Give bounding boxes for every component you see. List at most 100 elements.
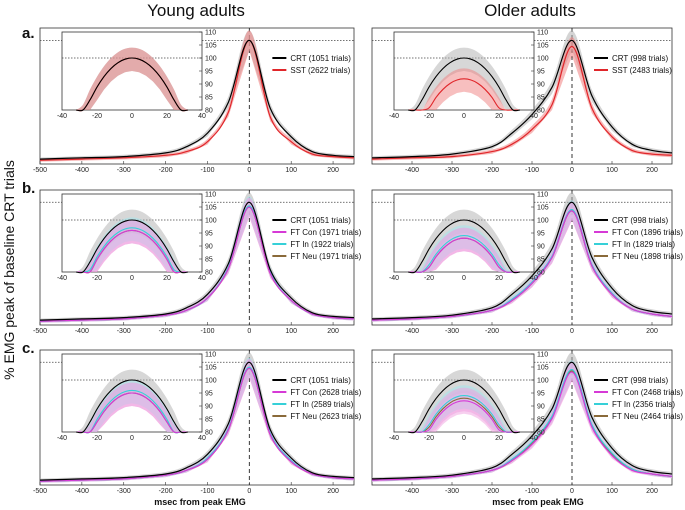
inset-band-ft-neu <box>76 382 188 433</box>
series-line-crt <box>371 361 673 480</box>
inset-x-tick-label: 0 <box>130 435 134 442</box>
inset-x-tick-label: 20 <box>495 113 503 120</box>
legend-label-ft-con: FT Con (2628 trials) <box>290 388 361 397</box>
x-tick-label: 200 <box>327 167 339 174</box>
inset-y-tick-label: 95 <box>537 391 545 398</box>
plot-frame <box>371 27 673 165</box>
inset-y-tick-label: 80 <box>205 108 213 115</box>
inset-y-tick-label: 80 <box>537 270 545 277</box>
x-tick-label: -200 <box>159 167 173 174</box>
legend-label-ft-neu: FT Neu (1971 trials) <box>290 252 361 261</box>
y-axis-label: % EMG peak of baseline CRT trials <box>1 160 17 380</box>
inset-y-tick-label: 90 <box>205 82 213 89</box>
inset-series-line-crt <box>75 219 189 274</box>
x-tick-label: 200 <box>646 328 658 335</box>
x-tick-label: -100 <box>200 488 214 495</box>
inset-x-tick-label: 40 <box>530 113 538 120</box>
row-label-a: a. <box>22 25 35 42</box>
inset-series-line-ft-con <box>76 229 188 274</box>
inset-band-ft-neu <box>76 220 188 273</box>
plot-frame <box>371 189 673 326</box>
inset-y-tick-label: 100 <box>205 56 217 63</box>
inset-x-tick-label: -20 <box>92 275 102 282</box>
x-tick-label: -300 <box>445 328 459 335</box>
inset-y-tick-label: 95 <box>205 391 213 398</box>
inset-y-tick-label: 85 <box>205 95 213 102</box>
x-tick-label: 200 <box>327 488 339 495</box>
x-tick-label: -100 <box>200 328 214 335</box>
inset-y-tick-label: 100 <box>537 56 549 63</box>
x-tick-label: -400 <box>405 167 419 174</box>
band-crt <box>372 352 672 481</box>
inset-y-tick-label: 85 <box>537 257 545 264</box>
inset-x-tick-label: 40 <box>530 435 538 442</box>
inset-x-tick-label: -40 <box>389 113 399 120</box>
inset-y-tick-label: 110 <box>537 352 548 359</box>
x-tick-label: 0 <box>570 488 574 495</box>
inset-y-tick-label: 95 <box>537 231 545 238</box>
x-tick-label: -200 <box>159 488 173 495</box>
x-tick-label: 200 <box>327 328 339 335</box>
x-tick-label: 100 <box>606 488 618 495</box>
x-tick-label: -300 <box>117 328 131 335</box>
inset-x-tick-label: 40 <box>198 275 206 282</box>
x-tick-label: -100 <box>525 167 539 174</box>
inset-y-tick-label: 110 <box>205 352 216 359</box>
inset-band-ft-neu <box>408 227 520 273</box>
x-tick-label: -400 <box>75 488 89 495</box>
x-tick-label: -100 <box>525 328 539 335</box>
row-label-c: c. <box>22 340 35 357</box>
x-tick-label: -500 <box>33 167 47 174</box>
plot-frame <box>371 349 673 486</box>
inset-y-tick-label: 80 <box>205 270 213 277</box>
x-tick-label: -400 <box>405 328 419 335</box>
inset-y-tick-label: 90 <box>537 244 545 251</box>
inset-y-tick-label: 100 <box>205 218 217 225</box>
inset-series-line-sst <box>408 78 520 111</box>
inset-x-tick-label: -40 <box>389 435 399 442</box>
inset-y-tick-label: 90 <box>205 244 213 251</box>
legend-label-ft-con: FT Con (1971 trials) <box>290 228 361 237</box>
inset-y-tick-label: 80 <box>537 108 545 115</box>
inset-series-line-ft-con <box>75 392 188 434</box>
x-tick-label: -200 <box>485 328 499 335</box>
inset-x-tick-label: -40 <box>57 275 67 282</box>
inset-series-line-ft-in <box>408 235 520 274</box>
x-tick-label: -300 <box>445 488 459 495</box>
legend-label-ft-in: FT In (1922 trials) <box>290 240 353 249</box>
series-line-ft-con <box>371 371 673 481</box>
x-tick-label: 100 <box>285 488 297 495</box>
inset-series-line-crt <box>75 57 189 112</box>
inset-y-tick-label: 90 <box>537 404 545 411</box>
series-line-crt <box>371 39 673 159</box>
series-line-crt <box>371 201 673 320</box>
band-crt <box>372 192 672 321</box>
x-tick-label: -500 <box>33 488 47 495</box>
x-tick-label: 100 <box>606 167 618 174</box>
x-tick-label: -400 <box>405 488 419 495</box>
x-tick-label: -300 <box>445 167 459 174</box>
inset-y-tick-label: 95 <box>205 231 213 238</box>
col-title-older: Older adults <box>484 1 576 20</box>
x-tick-label: -100 <box>525 488 539 495</box>
legend-label-sst: SST (2622 trials) <box>290 66 350 75</box>
inset-y-tick-label: 105 <box>205 43 217 50</box>
inset-series-line-ft-neu <box>407 397 520 433</box>
x-tick-label: -200 <box>159 328 173 335</box>
inset-y-tick-label: 110 <box>537 30 548 37</box>
inset-series-line-ft-in <box>75 389 188 434</box>
row-label-b: b. <box>22 180 35 197</box>
inset-series-line-crt <box>407 379 521 434</box>
inset-series-line-ft-in <box>75 227 189 273</box>
band-crt <box>372 30 672 160</box>
x-tick-label: -500 <box>33 328 47 335</box>
series-line-ft-con <box>39 367 355 482</box>
inset-x-tick-label: -40 <box>389 275 399 282</box>
x-tick-label: -400 <box>75 167 89 174</box>
